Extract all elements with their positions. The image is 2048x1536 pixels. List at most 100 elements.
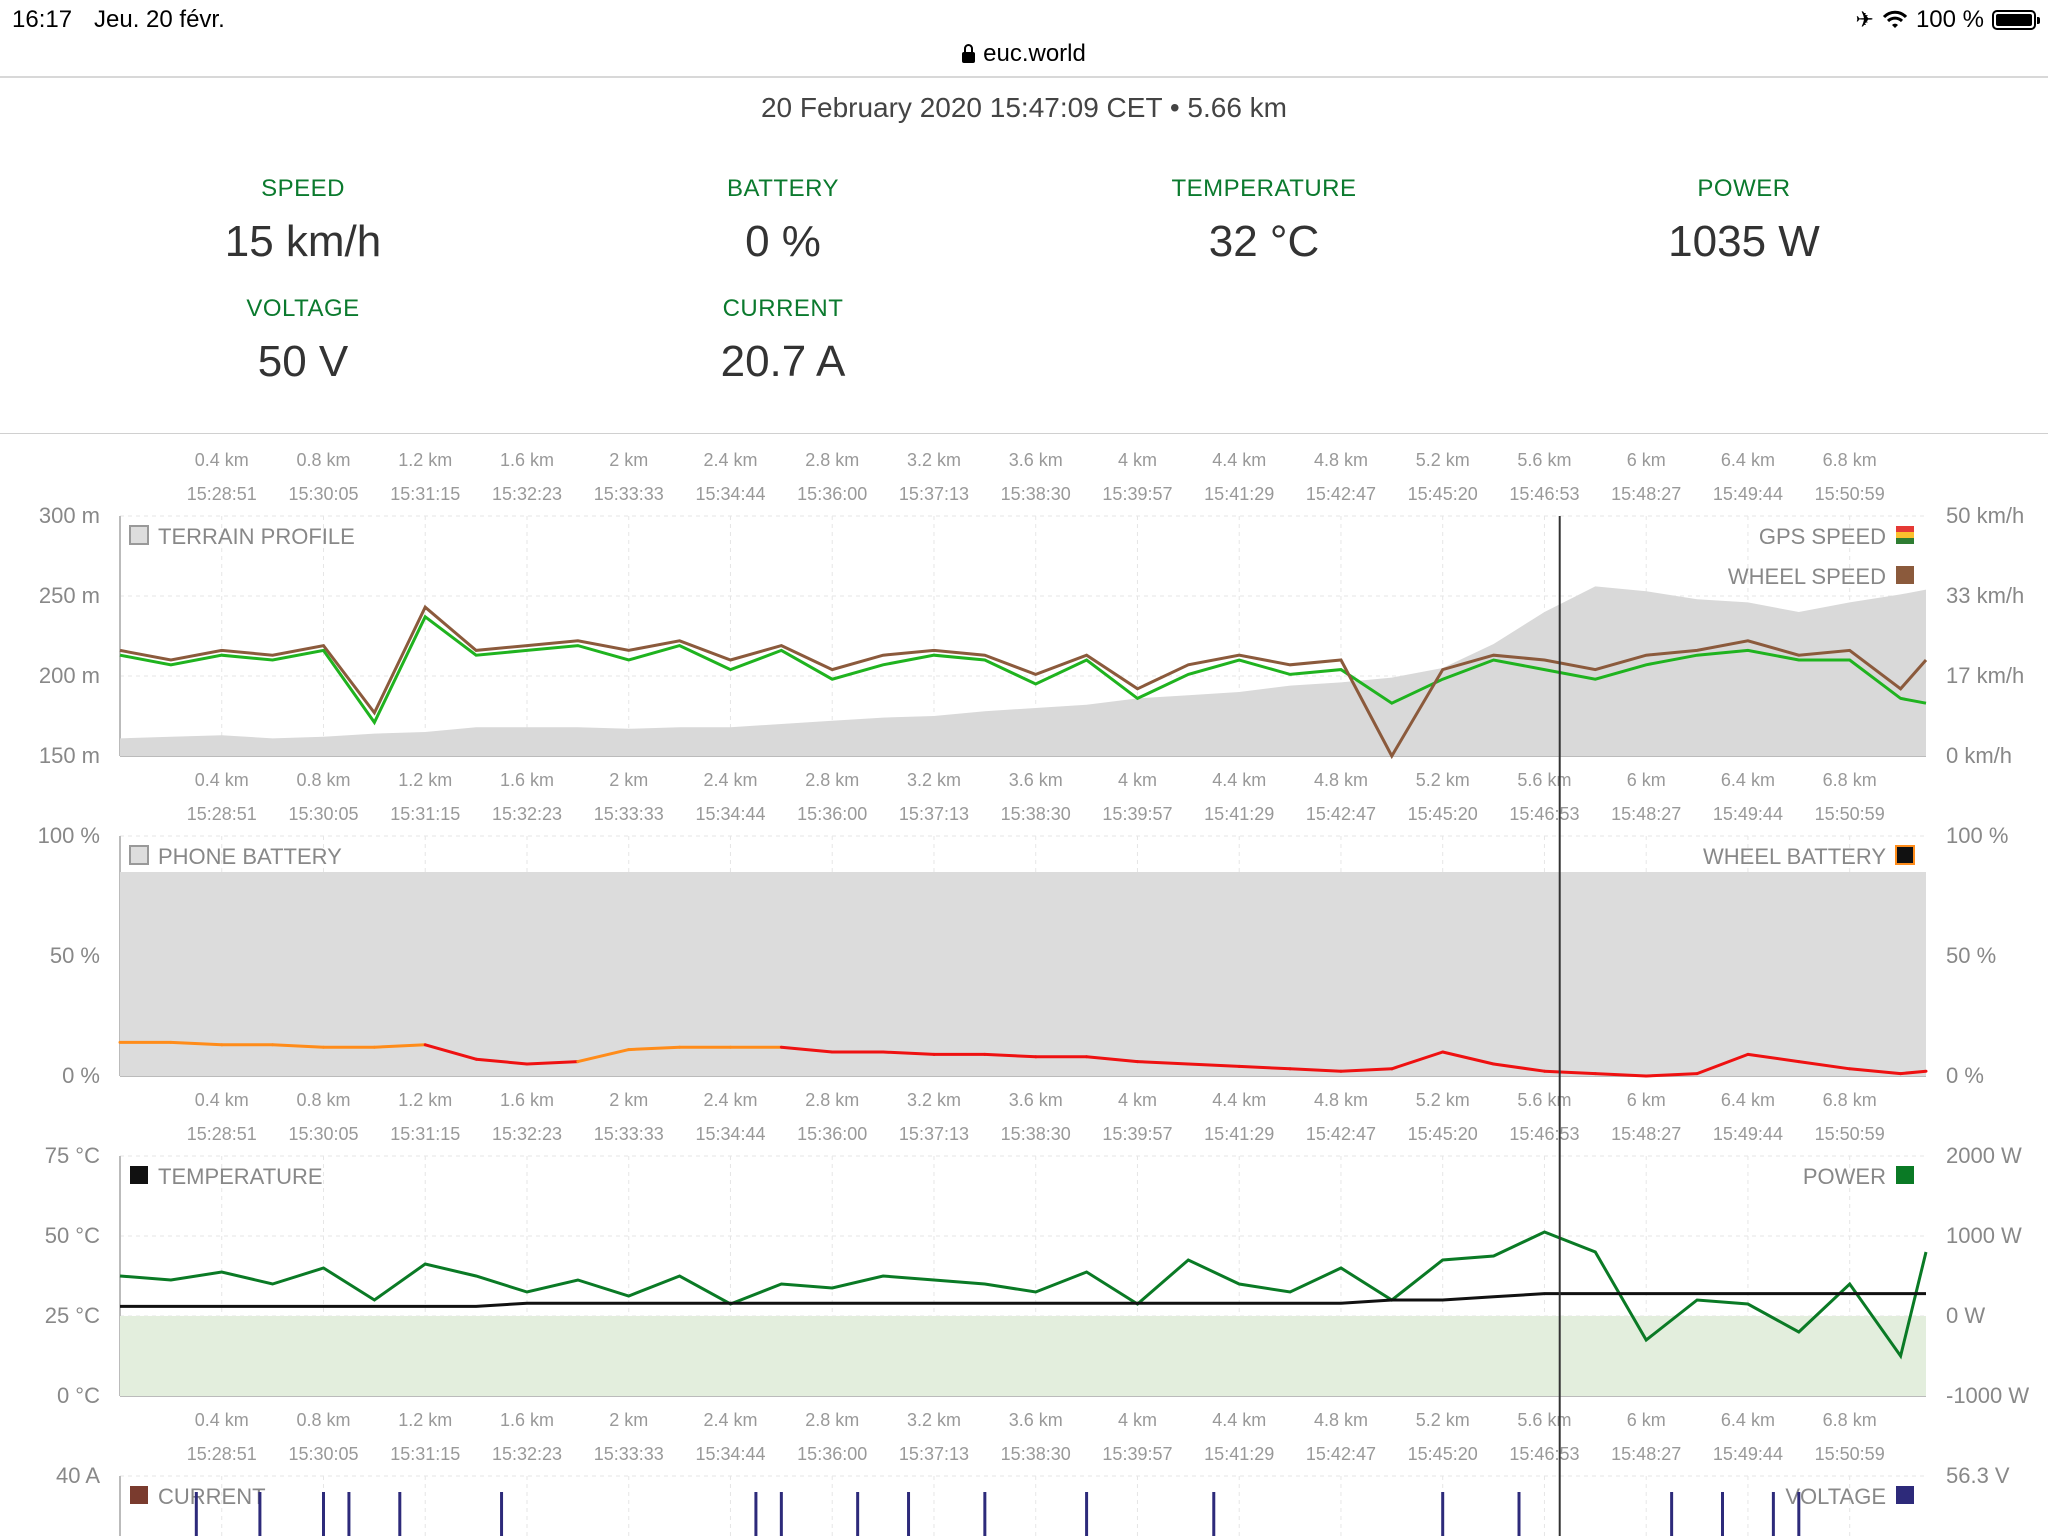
x-tick-distance: 3.2 km	[907, 1090, 961, 1110]
x-tick-distance: 4.4 km	[1212, 1410, 1266, 1430]
temperature-legend-swatch[interactable]	[130, 1166, 148, 1184]
gps-speed-legend-label: GPS SPEED	[1759, 524, 1886, 549]
x-tick-distance: 0.4 km	[195, 1090, 249, 1110]
x-tick-distance: 6 km	[1627, 1090, 1666, 1110]
x-tick-distance: 2.8 km	[805, 450, 859, 470]
current-legend-swatch[interactable]	[130, 1486, 148, 1504]
x-tick-distance: 0.4 km	[195, 1410, 249, 1430]
voltage-legend-label: VOLTAGE	[1785, 1484, 1886, 1509]
wheel-battery-segment	[474, 1057, 529, 1066]
x-tick-time: 15:42:47	[1306, 804, 1376, 824]
wheel-speed-legend-swatch[interactable]	[1896, 566, 1914, 584]
x-tick-distance: 2 km	[609, 1410, 648, 1430]
x-tick-distance: 4.8 km	[1314, 1090, 1368, 1110]
stat-speed: SPEED 15 km/h	[63, 175, 543, 267]
y-tick-left: 200 m	[39, 663, 100, 688]
x-tick-time: 15:37:13	[899, 1124, 969, 1144]
url-text[interactable]: euc.world	[983, 40, 1086, 67]
stat-speed-label: SPEED	[261, 175, 345, 202]
x-tick-distance: 4.4 km	[1212, 450, 1266, 470]
x-tick-time: 15:48:27	[1611, 804, 1681, 824]
x-tick-distance: 3.6 km	[1009, 770, 1063, 790]
x-tick-time: 15:49:44	[1713, 1444, 1783, 1464]
gps-speed-legend-swatch	[1896, 538, 1914, 544]
wheel-battery-segment	[1237, 1064, 1292, 1071]
x-tick-distance: 1.6 km	[500, 1090, 554, 1110]
x-tick-distance: 6 km	[1627, 770, 1666, 790]
x-tick-time: 15:30:05	[288, 1444, 358, 1464]
x-tick-distance: 0.8 km	[296, 450, 350, 470]
wheel-battery-segment	[627, 1045, 682, 1052]
x-tick-time: 15:41:29	[1204, 1444, 1274, 1464]
wheel-battery-segment	[1085, 1055, 1139, 1064]
address-bar[interactable]: euc.world	[0, 38, 2048, 78]
x-tick-time: 15:32:23	[492, 1444, 562, 1464]
y-tick-right: 0 W	[1946, 1303, 1985, 1328]
stat-battery-value: 0 %	[745, 217, 821, 266]
wheel-battery-segment	[1695, 1052, 1750, 1076]
power-legend-swatch[interactable]	[1896, 1166, 1914, 1184]
stat-temperature-label: TEMPERATURE	[1171, 175, 1357, 202]
x-tick-distance: 5.2 km	[1416, 770, 1470, 790]
gps-speed-line	[119, 614, 1927, 726]
x-tick-distance: 3.6 km	[1009, 1090, 1063, 1110]
x-tick-time: 15:33:33	[594, 804, 664, 824]
x-tick-distance: 2.4 km	[703, 1090, 757, 1110]
x-tick-time: 15:31:15	[390, 1124, 460, 1144]
wheel-battery-segment	[1441, 1050, 1496, 1066]
airplane-icon: ✈	[1855, 7, 1874, 32]
x-tick-distance: 1.2 km	[398, 450, 452, 470]
x-tick-distance: 4 km	[1118, 450, 1157, 470]
wheel-battery-segment	[1492, 1062, 1546, 1073]
x-tick-time: 15:28:51	[187, 1124, 257, 1144]
stat-power-value: 1035 W	[1668, 217, 1820, 266]
x-tick-time: 15:39:57	[1102, 804, 1172, 824]
x-tick-time: 15:45:20	[1408, 1444, 1478, 1464]
wheel-battery-segment	[1186, 1062, 1241, 1068]
x-tick-distance: 5.2 km	[1416, 450, 1470, 470]
y-tick-right: 50 %	[1946, 943, 1996, 968]
terrain-legend-swatch[interactable]	[129, 525, 149, 545]
y-tick-left: 75 °C	[45, 1143, 100, 1168]
x-tick-distance: 4 km	[1118, 770, 1157, 790]
y-tick-left: 100 %	[38, 823, 100, 848]
y-tick-left: 0 °C	[57, 1383, 100, 1408]
wheel-battery-segment	[169, 1040, 224, 1047]
y-tick-left: 25 °C	[45, 1303, 100, 1328]
gps-speed-legend-swatch[interactable]	[1896, 526, 1914, 532]
wheel-battery-segment	[271, 1043, 325, 1049]
status-right-group: ✈ 100 %	[1855, 6, 2040, 34]
wheel-battery-segment	[423, 1043, 478, 1061]
temperature-line	[120, 1292, 1926, 1308]
x-tick-distance: 6.4 km	[1721, 1410, 1775, 1430]
phone-battery-legend-swatch[interactable]	[129, 845, 149, 865]
x-tick-distance: 2.8 km	[805, 1410, 859, 1430]
x-tick-distance: 4.8 km	[1314, 450, 1368, 470]
x-tick-distance: 5.2 km	[1416, 1090, 1470, 1110]
wheel-battery-segment	[372, 1043, 427, 1049]
x-tick-distance: 0.4 km	[195, 770, 249, 790]
x-tick-time: 15:36:00	[797, 1444, 867, 1464]
negative-power-zone	[120, 1316, 1926, 1396]
x-tick-time: 15:48:27	[1611, 1124, 1681, 1144]
x-tick-distance: 5.6 km	[1517, 450, 1571, 470]
x-tick-time: 15:28:51	[187, 804, 257, 824]
status-time: 16:17	[12, 6, 73, 33]
battery-percent: 100 %	[1915, 6, 1984, 33]
x-tick-distance: 2.4 km	[703, 1410, 757, 1430]
wheel-battery-segment	[779, 1045, 834, 1054]
y-tick-right: -1000 W	[1946, 1383, 2029, 1408]
x-tick-time: 15:34:44	[695, 1444, 765, 1464]
x-tick-time: 15:34:44	[695, 1124, 765, 1144]
voltage-legend-swatch[interactable]	[1896, 1486, 1914, 1504]
wheel-battery-legend-swatch[interactable]	[1895, 845, 1915, 865]
wheel-battery-segment	[1288, 1067, 1343, 1073]
wheel-battery-legend-label: WHEEL BATTERY	[1703, 844, 1886, 869]
x-tick-distance: 1.6 km	[500, 1410, 554, 1430]
wheel-speed-line	[119, 604, 1928, 760]
current-legend-label: CURRENT	[158, 1484, 266, 1509]
x-tick-distance: 1.2 km	[398, 1090, 452, 1110]
x-tick-distance: 4.4 km	[1212, 770, 1266, 790]
x-tick-distance: 0.8 km	[296, 770, 350, 790]
